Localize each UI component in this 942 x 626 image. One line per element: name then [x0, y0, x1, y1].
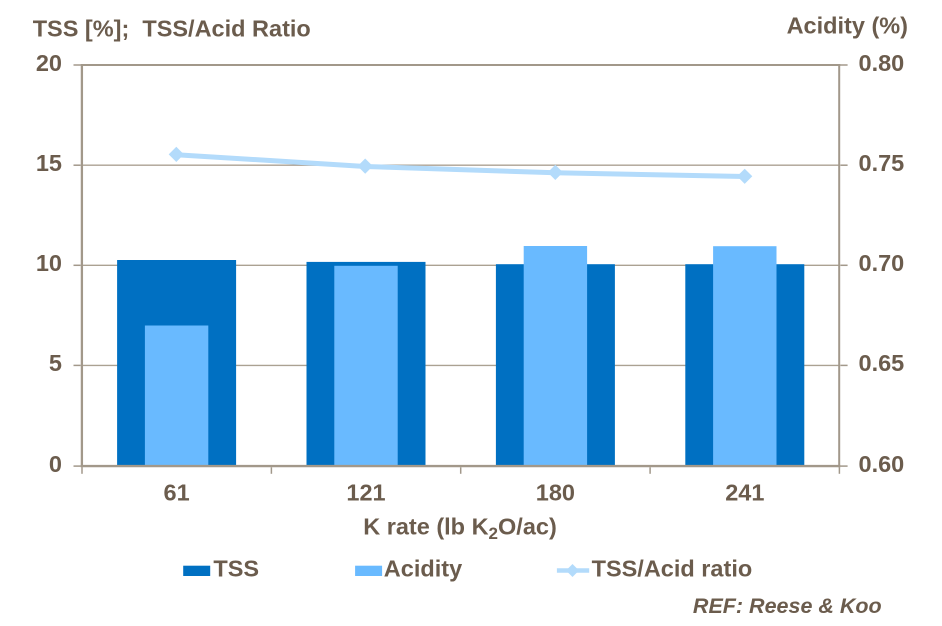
- svg-text:241: 241: [725, 479, 764, 505]
- svg-text:0.70: 0.70: [859, 250, 905, 276]
- svg-text:5: 5: [49, 350, 62, 376]
- svg-text:TSS [%]; TSS/Acid Ratio: TSS [%]; TSS/Acid Ratio: [33, 16, 311, 42]
- svg-text:180: 180: [536, 479, 575, 505]
- svg-text:TSS/Acid ratio: TSS/Acid ratio: [592, 555, 753, 581]
- svg-text:61: 61: [164, 479, 190, 505]
- svg-text:121: 121: [346, 479, 385, 505]
- svg-text:15: 15: [36, 150, 62, 176]
- svg-text:0: 0: [49, 451, 62, 477]
- svg-text:REF: Reese & Koo: REF: Reese & Koo: [693, 594, 882, 618]
- svg-text:0.65: 0.65: [859, 350, 905, 376]
- svg-text:0.75: 0.75: [859, 150, 905, 176]
- svg-text:0.80: 0.80: [859, 50, 905, 76]
- svg-text:0.60: 0.60: [859, 451, 905, 477]
- svg-text:TSS: TSS: [213, 555, 259, 581]
- svg-text:K rate (lb K2O/ac): K rate (lb K2O/ac): [363, 514, 557, 543]
- svg-text:20: 20: [36, 50, 62, 76]
- svg-text:Acidity (%): Acidity (%): [787, 13, 908, 39]
- svg-text:10: 10: [36, 250, 62, 276]
- svg-text:Acidity: Acidity: [384, 555, 462, 581]
